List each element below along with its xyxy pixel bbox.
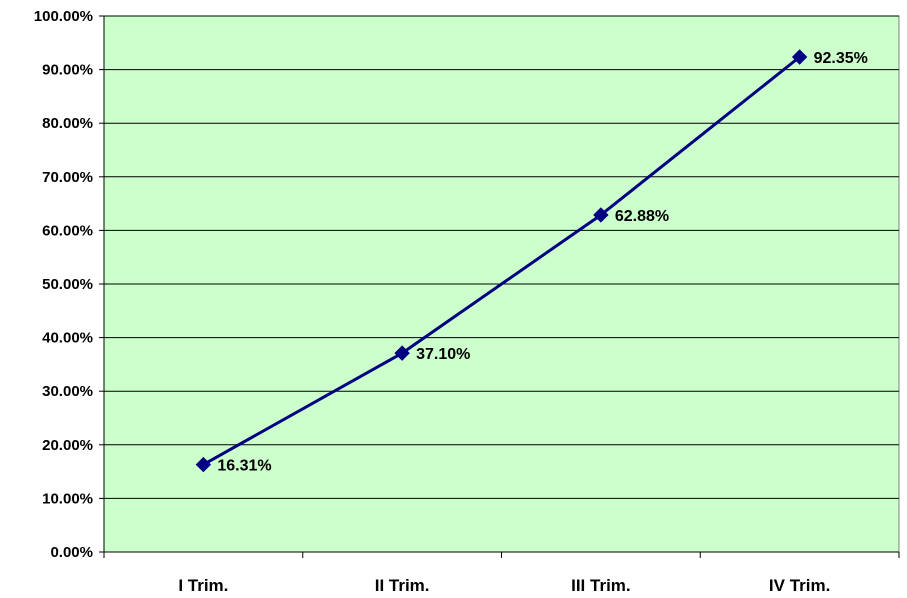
y-tick-label: 60.00%	[42, 222, 93, 239]
x-tick-label: I Trim.	[178, 576, 228, 595]
y-tick-label: 50.00%	[42, 276, 93, 293]
y-tick-label: 10.00%	[42, 490, 93, 507]
data-point-marker	[195, 456, 212, 473]
y-tick-label: 90.00%	[42, 62, 93, 79]
data-point-marker	[791, 49, 808, 65]
y-tick-label: 0.00%	[50, 544, 93, 561]
data-point-marker	[593, 207, 609, 223]
data-point-marker	[394, 345, 410, 361]
y-tick-label: 80.00%	[42, 115, 93, 132]
x-tick-label: III Trim.	[571, 576, 631, 595]
y-tick-label: 100.00%	[34, 8, 93, 25]
y-tick-label: 30.00%	[42, 383, 93, 400]
y-tick-label: 20.00%	[42, 437, 93, 454]
x-tick-label: IV Trim.	[769, 576, 830, 595]
data-label: 16.31%	[217, 458, 271, 475]
data-label: 62.88%	[615, 208, 669, 225]
data-label: 92.35%	[814, 50, 868, 67]
x-tick-label: II Trim.	[375, 576, 430, 595]
series-layer	[195, 49, 808, 473]
data-label: 37.10%	[416, 346, 470, 363]
series-line	[202, 55, 801, 466]
x-axis: I Trim. II Trim. III Trim. IV Trim.	[103, 551, 900, 595]
y-tick-label: 70.00%	[42, 169, 93, 186]
y-tick-label: 40.00%	[42, 330, 93, 347]
y-axis: 0.00% 10.00% 20.00% 30.00% 40.00% 50.00% 60.00…	[34, 8, 105, 561]
data-labels: 16.31% 37.10% 62.88% 92.35%	[217, 50, 868, 475]
